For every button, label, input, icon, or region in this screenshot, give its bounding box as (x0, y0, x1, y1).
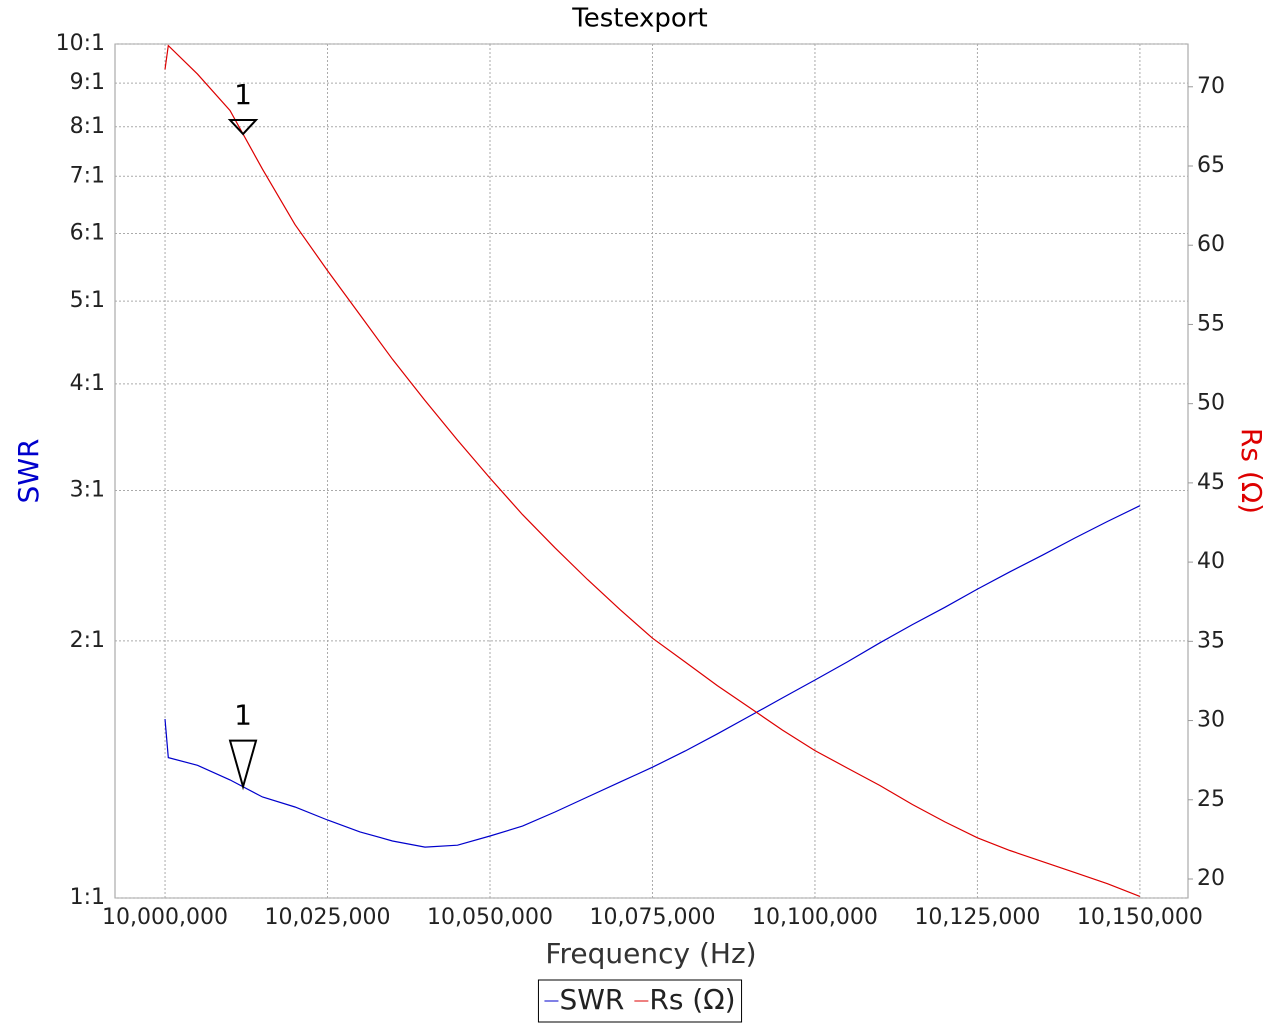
y2-axis-title: Rs (Ω) (1235, 428, 1268, 514)
y-tick-label: 7:1 (70, 163, 105, 188)
x-tick-label: 10,050,000 (427, 905, 553, 930)
x-tick-label: 10,125,000 (914, 905, 1040, 930)
y2-tick-label: 25 (1197, 787, 1225, 812)
y2-tick-label: 20 (1197, 866, 1225, 891)
legend: SWR Rs (Ω) (544, 983, 736, 1016)
y-axis-title: SWR (12, 439, 45, 504)
y2-tick-label: 65 (1197, 153, 1225, 178)
y-tick-label: 3:1 (70, 478, 105, 503)
x-tick-label: 10,000,000 (102, 905, 228, 930)
x-axis-title: Frequency (Hz) (545, 937, 756, 970)
y-tick-label: 10:1 (56, 31, 105, 56)
y2-tick-label: 60 (1197, 232, 1225, 257)
plot-area (114, 43, 1189, 899)
series-line (164, 44, 1141, 897)
legend-label: SWR (559, 983, 624, 1016)
legend-box (537, 979, 743, 1023)
y2-tick-label: 35 (1197, 628, 1225, 653)
y-tick-label: 9:1 (70, 70, 105, 95)
y-tick-label: 2:1 (70, 628, 105, 653)
y2-tick-label: 70 (1197, 74, 1225, 99)
marker-label: 1 (234, 699, 252, 732)
y2-tick-label: 50 (1197, 391, 1225, 416)
x-tick-label: 10,075,000 (589, 905, 715, 930)
marker (227, 118, 259, 136)
y2-tick-label: 40 (1197, 549, 1225, 574)
chart-title: Testexport (571, 4, 707, 34)
series-line (164, 505, 1141, 848)
x-tick-label: 10,150,000 (1077, 905, 1203, 930)
y-tick-label: 4:1 (70, 371, 105, 396)
y-tick-label: 5:1 (70, 288, 105, 313)
x-tick-label: 10,100,000 (752, 905, 878, 930)
marker-label: 1 (234, 78, 252, 111)
y2-tick-label: 55 (1197, 311, 1225, 336)
legend-label: Rs (Ω) (649, 983, 735, 1016)
marker (228, 739, 258, 791)
y2-tick-label: 30 (1197, 708, 1225, 733)
y2-tick-label: 45 (1197, 470, 1225, 495)
x-tick-label: 10,025,000 (265, 905, 391, 930)
y-tick-label: 1:1 (70, 885, 105, 910)
y-tick-label: 6:1 (70, 220, 105, 245)
y-tick-label: 8:1 (70, 114, 105, 139)
